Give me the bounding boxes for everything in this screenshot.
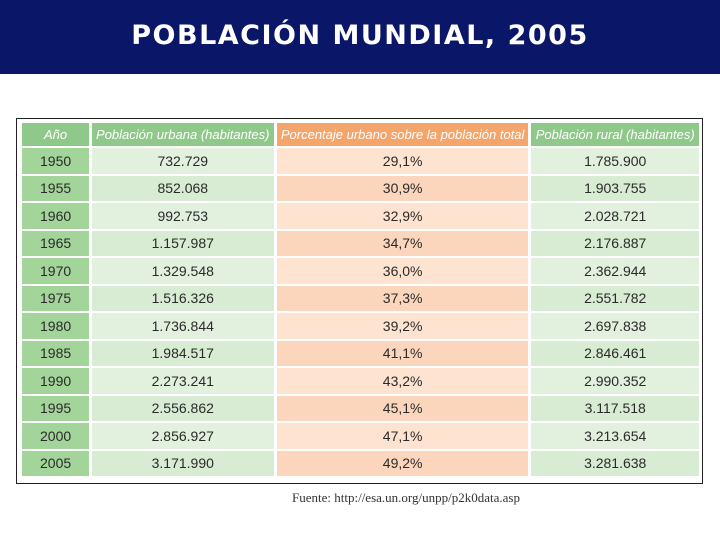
year-cell: 1960 bbox=[22, 203, 89, 229]
table-header-row: Año Población urbana (habitantes) Porcen… bbox=[22, 123, 699, 146]
header-urban-population: Población urbana (habitantes) bbox=[91, 123, 274, 146]
slide-title: POBLACIÓN MUNDIAL, 2005 bbox=[131, 20, 589, 51]
urban-population-cell: 1.157.987 bbox=[91, 230, 274, 256]
urban-percentage-cell: 43,2% bbox=[276, 368, 529, 394]
year-cell: 2005 bbox=[22, 450, 89, 476]
urban-percentage-cell: 32,9% bbox=[276, 203, 529, 229]
table-row: 1965 1.157.987 34,7% 2.176.887 bbox=[22, 230, 699, 256]
urban-population-cell: 2.856.927 bbox=[91, 423, 274, 449]
year-cell: 1970 bbox=[22, 258, 89, 284]
table-row: 1985 1.984.517 41,1% 2.846.461 bbox=[22, 340, 699, 366]
urban-percentage-cell: 47,1% bbox=[276, 423, 529, 449]
year-cell: 2000 bbox=[22, 423, 89, 449]
year-cell: 1950 bbox=[22, 148, 89, 174]
rural-population-cell: 2.846.461 bbox=[531, 340, 699, 366]
rural-population-cell: 2.176.887 bbox=[531, 230, 699, 256]
urban-population-cell: 1.736.844 bbox=[91, 313, 274, 339]
rural-population-cell: 2.028.721 bbox=[531, 203, 699, 229]
table-row: 1960 992.753 32,9% 2.028.721 bbox=[22, 203, 699, 229]
population-table: Año Población urbana (habitantes) Porcen… bbox=[19, 121, 702, 478]
table-row: 1990 2.273.241 43,2% 2.990.352 bbox=[22, 368, 699, 394]
urban-percentage-cell: 39,2% bbox=[276, 313, 529, 339]
urban-population-cell: 3.171.990 bbox=[91, 450, 274, 476]
year-cell: 1990 bbox=[22, 368, 89, 394]
urban-percentage-cell: 34,7% bbox=[276, 230, 529, 256]
urban-percentage-cell: 49,2% bbox=[276, 450, 529, 476]
source-note: Fuente: http://esa.un.org/unpp/p2k0data.… bbox=[292, 490, 520, 505]
title-bar: POBLACIÓN MUNDIAL, 2005 bbox=[0, 0, 720, 74]
urban-percentage-cell: 30,9% bbox=[276, 175, 529, 201]
urban-percentage-cell: 45,1% bbox=[276, 395, 529, 421]
year-cell: 1955 bbox=[22, 175, 89, 201]
rural-population-cell: 2.697.838 bbox=[531, 313, 699, 339]
year-cell: 1975 bbox=[22, 285, 89, 311]
table-row: 2000 2.856.927 47,1% 3.213.654 bbox=[22, 423, 699, 449]
rural-population-cell: 3.117.518 bbox=[531, 395, 699, 421]
urban-population-cell: 1.329.548 bbox=[91, 258, 274, 284]
urban-population-cell: 2.273.241 bbox=[91, 368, 274, 394]
urban-population-cell: 2.556.862 bbox=[91, 395, 274, 421]
urban-percentage-cell: 37,3% bbox=[276, 285, 529, 311]
table-row: 2005 3.171.990 49,2% 3.281.638 bbox=[22, 450, 699, 476]
urban-population-cell: 1.516.326 bbox=[91, 285, 274, 311]
urban-percentage-cell: 41,1% bbox=[276, 340, 529, 366]
table-row: 1995 2.556.862 45,1% 3.117.518 bbox=[22, 395, 699, 421]
urban-population-cell: 852.068 bbox=[91, 175, 274, 201]
header-urban-percentage: Porcentaje urbano sobre la población tot… bbox=[276, 123, 529, 146]
table-body: 1950 732.729 29,1% 1.785.900 1955 852.068 30,9… bbox=[22, 148, 699, 476]
urban-percentage-cell: 29,1% bbox=[276, 148, 529, 174]
urban-population-cell: 1.984.517 bbox=[91, 340, 274, 366]
rural-population-cell: 3.213.654 bbox=[531, 423, 699, 449]
population-table-frame: Año Población urbana (habitantes) Porcen… bbox=[16, 118, 703, 484]
urban-percentage-cell: 36,0% bbox=[276, 258, 529, 284]
table-row: 1980 1.736.844 39,2% 2.697.838 bbox=[22, 313, 699, 339]
year-cell: 1985 bbox=[22, 340, 89, 366]
header-year: Año bbox=[22, 123, 89, 146]
rural-population-cell: 1.903.755 bbox=[531, 175, 699, 201]
table-row: 1955 852.068 30,9% 1.903.755 bbox=[22, 175, 699, 201]
year-cell: 1965 bbox=[22, 230, 89, 256]
header-rural-population: Población rural (habitantes) bbox=[531, 123, 699, 146]
rural-population-cell: 2.362.944 bbox=[531, 258, 699, 284]
rural-population-cell: 2.990.352 bbox=[531, 368, 699, 394]
table-row: 1970 1.329.548 36,0% 2.362.944 bbox=[22, 258, 699, 284]
table-row: 1975 1.516.326 37,3% 2.551.782 bbox=[22, 285, 699, 311]
rural-population-cell: 2.551.782 bbox=[531, 285, 699, 311]
rural-population-cell: 1.785.900 bbox=[531, 148, 699, 174]
table-row: 1950 732.729 29,1% 1.785.900 bbox=[22, 148, 699, 174]
year-cell: 1980 bbox=[22, 313, 89, 339]
urban-population-cell: 992.753 bbox=[91, 203, 274, 229]
rural-population-cell: 3.281.638 bbox=[531, 450, 699, 476]
urban-population-cell: 732.729 bbox=[91, 148, 274, 174]
year-cell: 1995 bbox=[22, 395, 89, 421]
